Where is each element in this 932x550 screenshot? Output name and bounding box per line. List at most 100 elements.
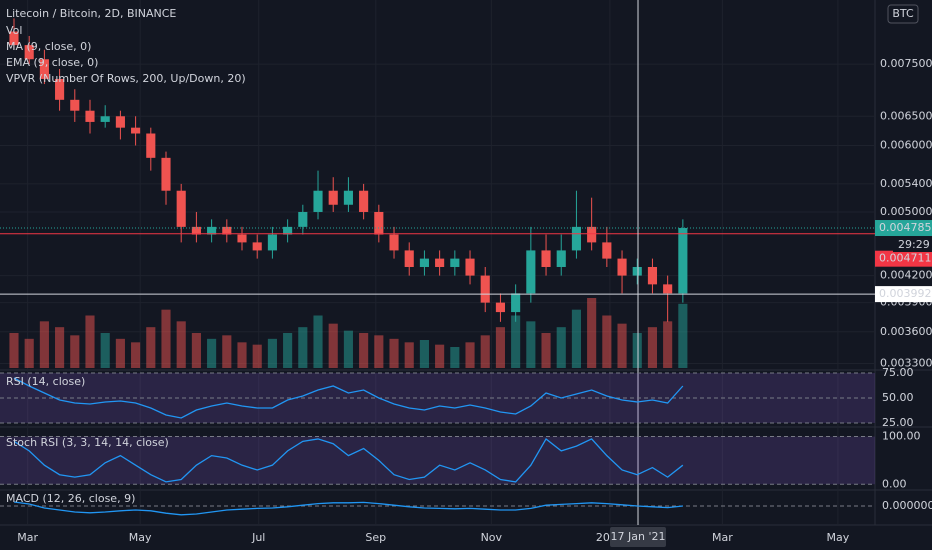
candle-body [131,127,141,134]
candle-body [571,226,582,251]
currency[interactable]: BTC [892,7,914,20]
candle-body [237,234,247,243]
volume-bar [343,330,353,368]
volume-bar [647,327,658,368]
indicator-label: EMA (9, close, 0) [6,56,98,69]
rsi-line [13,377,684,419]
y-tick-label: 0.006000 [880,138,932,151]
candle-body [389,234,399,251]
y-tick-label: 0.004200 [880,269,932,282]
volume-bar [70,335,80,368]
volume-bar [419,340,429,368]
y-tick-label: 0.005400 [880,177,932,190]
indicator-label: Stoch RSI (3, 3, 14, 14, close) [6,436,169,449]
candle-body [328,190,338,205]
volume-bar [404,342,414,368]
volume-bar [374,335,384,368]
candle-body [207,226,217,235]
crosshair-price-tag [875,286,932,303]
y-tick-label: 0.003600 [880,325,932,338]
candle-body [146,133,156,158]
volume-bar [100,333,110,368]
candle-body [313,190,323,212]
volume-bar [678,303,688,368]
countdown-tag [893,237,932,253]
x-tick-label: Nov [481,531,503,544]
volume-bar [24,338,34,368]
volume-bar [465,342,475,368]
macd-line [13,501,683,516]
candle-body [587,226,597,243]
volume-bar [146,327,156,368]
candle-body [495,302,505,313]
x-tick-label: Mar [712,531,733,544]
volume-bar [556,327,566,368]
candle-body [511,293,521,313]
candle-body [298,211,308,227]
volume-bar [55,327,65,368]
volume-bar [328,323,338,368]
volume-bar [267,338,277,368]
crosshair-date-tag [610,527,667,547]
candle-body [176,190,186,227]
candle-body [85,110,95,122]
volume-bar [39,321,49,368]
volume-bar [495,327,505,368]
volume-bar [632,333,642,368]
last-price-tag [875,220,932,237]
volume-bar [389,338,399,368]
volume-bar [207,338,217,368]
candle-body [663,284,673,294]
volume-bar [237,342,247,368]
volume-bar [222,335,232,368]
volume-bar [602,315,612,368]
volume-bar [9,333,19,368]
y-tick-label: 0.003300 [880,357,932,370]
candle-body [39,59,49,79]
candle-body [541,250,551,267]
price-tag [875,250,932,267]
y-tick-label: 0.006500 [880,109,932,122]
y-tick-label: 50.00 [882,391,914,404]
candle-body [283,226,293,235]
volume-bar [526,321,536,368]
candle-body [617,258,627,276]
candle-body [222,226,232,235]
candle-body [647,266,658,285]
volume-bar [252,344,262,368]
candle-body [419,258,429,267]
volume-bar [480,335,490,368]
candle-body [161,157,171,191]
candle-body [70,99,80,111]
x-tick-label: Sep [365,531,386,544]
y-tick-label: 0.00 [882,477,907,490]
candle-body [374,211,384,235]
stoch-line [13,437,684,483]
volume-bar [511,315,521,368]
countdown: 29:29 [898,238,930,251]
candle-body [115,116,125,128]
last-price-label: 0.004785 [879,221,932,234]
candle-body [602,242,612,259]
candle-body [435,258,445,267]
volume-bar [283,333,293,368]
crosshair-date: 17 Jan '21 [611,530,666,543]
candle-body [252,242,262,251]
volume-bar [161,309,171,368]
currency-badge[interactable] [887,4,919,24]
indicator-label: RSI (14, close) [6,375,85,388]
candle-body [556,250,566,267]
candle-body [267,234,277,251]
x-tick-label: Mar [17,531,38,544]
volume-bar [663,321,673,368]
indicator-label: MACD (12, 26, close, 9) [6,492,135,505]
y-tick-label: 0.007500 [880,57,932,70]
volume-bar [587,298,597,368]
candle-body [632,266,642,276]
volume-bar [435,344,445,368]
volume-bar [298,327,308,368]
candle-body [359,190,369,212]
candle-body [450,258,460,267]
x-tick-label: May [129,531,152,544]
